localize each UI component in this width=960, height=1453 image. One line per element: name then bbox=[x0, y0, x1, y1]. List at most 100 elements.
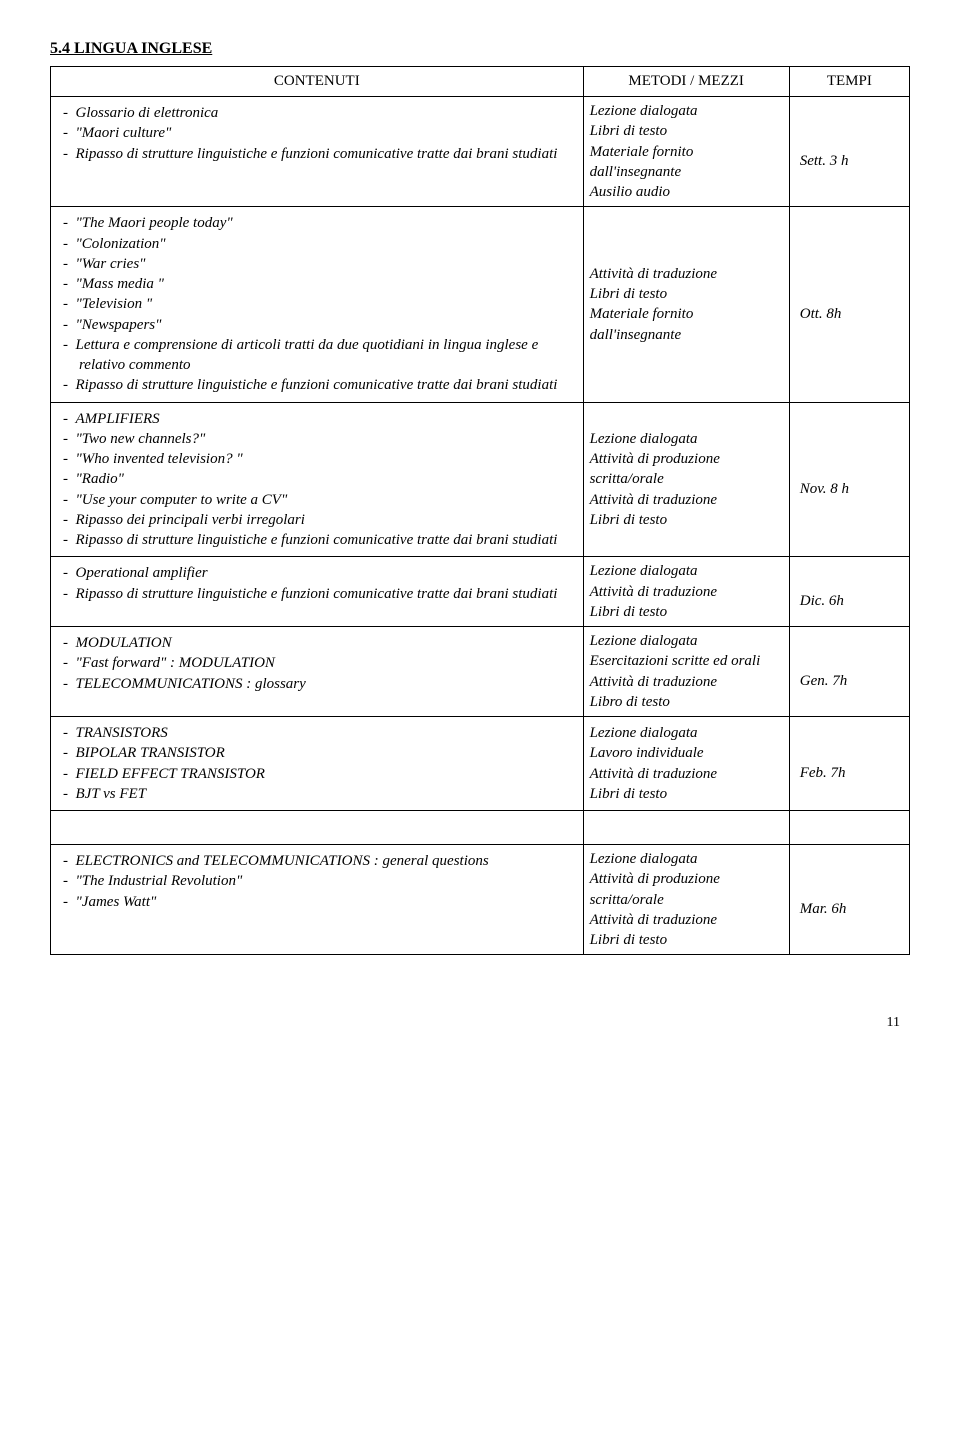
list-item: TELECOMMUNICATIONS : glossary bbox=[63, 674, 577, 694]
list-item: "Two new channels?" bbox=[63, 429, 577, 449]
list-item: Ripasso di strutture linguistiche e funz… bbox=[63, 375, 577, 395]
header-metodi: METODI / MEZZI bbox=[583, 67, 789, 97]
methods-cell: Lezione dialogataAttività di produzione … bbox=[583, 402, 789, 557]
table-row: AMPLIFIERS"Two new channels?""Who invent… bbox=[51, 402, 910, 557]
list-item: "Mass media " bbox=[63, 274, 577, 294]
list-item: "The Maori people today" bbox=[63, 213, 577, 233]
spacer-cell bbox=[789, 811, 909, 845]
list-item: Ripasso di strutture linguistiche e funz… bbox=[63, 144, 577, 164]
spacer-cell bbox=[583, 811, 789, 845]
list-item: "Newspapers" bbox=[63, 315, 577, 335]
list-item: BIPOLAR TRANSISTOR bbox=[63, 743, 577, 763]
methods-line: Lezione dialogata bbox=[590, 631, 783, 651]
content-list: AMPLIFIERS"Two new channels?""Who invent… bbox=[57, 409, 577, 551]
methods-line: Attività di traduzione bbox=[590, 910, 783, 930]
methods-line: Attività di produzione scritta/orale bbox=[590, 449, 783, 490]
content-cell: AMPLIFIERS"Two new channels?""Who invent… bbox=[51, 402, 584, 557]
time-cell: Sett. 3 h bbox=[789, 97, 909, 207]
spacer-cell bbox=[51, 811, 584, 845]
table-row: MODULATION"Fast forward" : MODULATIONTEL… bbox=[51, 627, 910, 717]
content-cell: Operational amplifierRipasso di struttur… bbox=[51, 557, 584, 627]
methods-line: Libri di testo bbox=[590, 930, 783, 950]
list-item: "Use your computer to write a CV" bbox=[63, 490, 577, 510]
methods-line: Libri di testo bbox=[590, 121, 783, 141]
methods-line: Attività di traduzione bbox=[590, 582, 783, 602]
section-heading: 5.4 LINGUA INGLESE bbox=[50, 40, 910, 58]
methods-line: Lezione dialogata bbox=[590, 561, 783, 581]
methods-line: Lezione dialogata bbox=[590, 429, 783, 449]
time-cell: Ott. 8h bbox=[789, 207, 909, 402]
list-item: FIELD EFFECT TRANSISTOR bbox=[63, 764, 577, 784]
methods-cell: Lezione dialogataLavoro individualeAttiv… bbox=[583, 717, 789, 811]
methods-line: Libro di testo bbox=[590, 692, 783, 712]
table-row: Glossario di elettronica"Maori culture"R… bbox=[51, 97, 910, 207]
page-number: 11 bbox=[50, 1015, 910, 1031]
content-list: TRANSISTORSBIPOLAR TRANSISTORFIELD EFFEC… bbox=[57, 723, 577, 804]
time-cell: Nov. 8 h bbox=[789, 402, 909, 557]
methods-block: Attività di traduzioneLibri di testoMate… bbox=[590, 264, 783, 345]
table-row: "The Maori people today""Colonization""W… bbox=[51, 207, 910, 402]
methods-cell: Lezione dialogataLibri di testoMateriale… bbox=[583, 97, 789, 207]
methods-block: Lezione dialogataLibri di testoMateriale… bbox=[590, 101, 783, 202]
list-item: MODULATION bbox=[63, 633, 577, 653]
content-list: Glossario di elettronica"Maori culture"R… bbox=[57, 103, 577, 164]
methods-block: Lezione dialogataEsercitazioni scritte e… bbox=[590, 631, 783, 712]
content-list: ELECTRONICS and TELECOMMUNICATIONS : gen… bbox=[57, 851, 577, 912]
time-cell: Gen. 7h bbox=[789, 627, 909, 717]
methods-line: Ausilio audio bbox=[590, 182, 783, 202]
methods-block: Lezione dialogataAttività di traduzioneL… bbox=[590, 561, 783, 622]
list-item: "Who invented television? " bbox=[63, 449, 577, 469]
methods-line: Attività di traduzione bbox=[590, 490, 783, 510]
header-contenuti: CONTENUTI bbox=[51, 67, 584, 97]
table-row: Operational amplifierRipasso di struttur… bbox=[51, 557, 910, 627]
methods-cell: Lezione dialogataEsercitazioni scritte e… bbox=[583, 627, 789, 717]
content-list: "The Maori people today""Colonization""W… bbox=[57, 213, 577, 395]
list-item: BJT vs FET bbox=[63, 784, 577, 804]
list-item: Glossario di elettronica bbox=[63, 103, 577, 123]
list-item: "War cries" bbox=[63, 254, 577, 274]
methods-block: Lezione dialogataAttività di produzione … bbox=[590, 849, 783, 950]
methods-line: Attività di traduzione bbox=[590, 672, 783, 692]
list-item: "The Industrial Revolution" bbox=[63, 871, 577, 891]
list-item: "Maori culture" bbox=[63, 123, 577, 143]
list-item: TRANSISTORS bbox=[63, 723, 577, 743]
methods-line: Materiale fornito dall'insegnante bbox=[590, 142, 783, 183]
time-cell: Mar. 6h bbox=[789, 845, 909, 955]
list-item: "Television " bbox=[63, 294, 577, 314]
table-row: ELECTRONICS and TELECOMMUNICATIONS : gen… bbox=[51, 845, 910, 955]
methods-block: Lezione dialogataAttività di produzione … bbox=[590, 429, 783, 530]
list-item: "Radio" bbox=[63, 469, 577, 489]
methods-line: Libri di testo bbox=[590, 284, 783, 304]
methods-cell: Lezione dialogataAttività di produzione … bbox=[583, 845, 789, 955]
methods-line: Lezione dialogata bbox=[590, 101, 783, 121]
methods-line: Attività di produzione scritta/orale bbox=[590, 869, 783, 910]
list-item: Lettura e comprensione di articoli tratt… bbox=[63, 335, 577, 376]
content-cell: ELECTRONICS and TELECOMMUNICATIONS : gen… bbox=[51, 845, 584, 955]
methods-line: Materiale fornito dall'insegnante bbox=[590, 304, 783, 345]
header-tempi: TEMPI bbox=[789, 67, 909, 97]
time-cell: Dic. 6h bbox=[789, 557, 909, 627]
list-item: Ripasso dei principali verbi irregolari bbox=[63, 510, 577, 530]
content-table: CONTENUTI METODI / MEZZI TEMPI Glossario… bbox=[50, 66, 910, 955]
list-item: Ripasso di strutture linguistiche e funz… bbox=[63, 584, 577, 604]
methods-line: Lezione dialogata bbox=[590, 723, 783, 743]
content-cell: TRANSISTORSBIPOLAR TRANSISTORFIELD EFFEC… bbox=[51, 717, 584, 811]
methods-line: Attività di traduzione bbox=[590, 764, 783, 784]
methods-line: Libri di testo bbox=[590, 510, 783, 530]
list-item: Ripasso di strutture linguistiche e funz… bbox=[63, 530, 577, 550]
content-list: MODULATION"Fast forward" : MODULATIONTEL… bbox=[57, 633, 577, 694]
spacer-row bbox=[51, 811, 910, 845]
methods-line: Attività di traduzione bbox=[590, 264, 783, 284]
table-header-row: CONTENUTI METODI / MEZZI TEMPI bbox=[51, 67, 910, 97]
list-item: "Fast forward" : MODULATION bbox=[63, 653, 577, 673]
methods-line: Libri di testo bbox=[590, 784, 783, 804]
content-list: Operational amplifierRipasso di struttur… bbox=[57, 563, 577, 604]
methods-line: Libri di testo bbox=[590, 602, 783, 622]
content-cell: Glossario di elettronica"Maori culture"R… bbox=[51, 97, 584, 207]
list-item: Operational amplifier bbox=[63, 563, 577, 583]
list-item: "Colonization" bbox=[63, 234, 577, 254]
methods-line: Lezione dialogata bbox=[590, 849, 783, 869]
list-item: "James Watt" bbox=[63, 892, 577, 912]
methods-block: Lezione dialogataLavoro individualeAttiv… bbox=[590, 723, 783, 804]
methods-line: Esercitazioni scritte ed orali bbox=[590, 651, 783, 671]
